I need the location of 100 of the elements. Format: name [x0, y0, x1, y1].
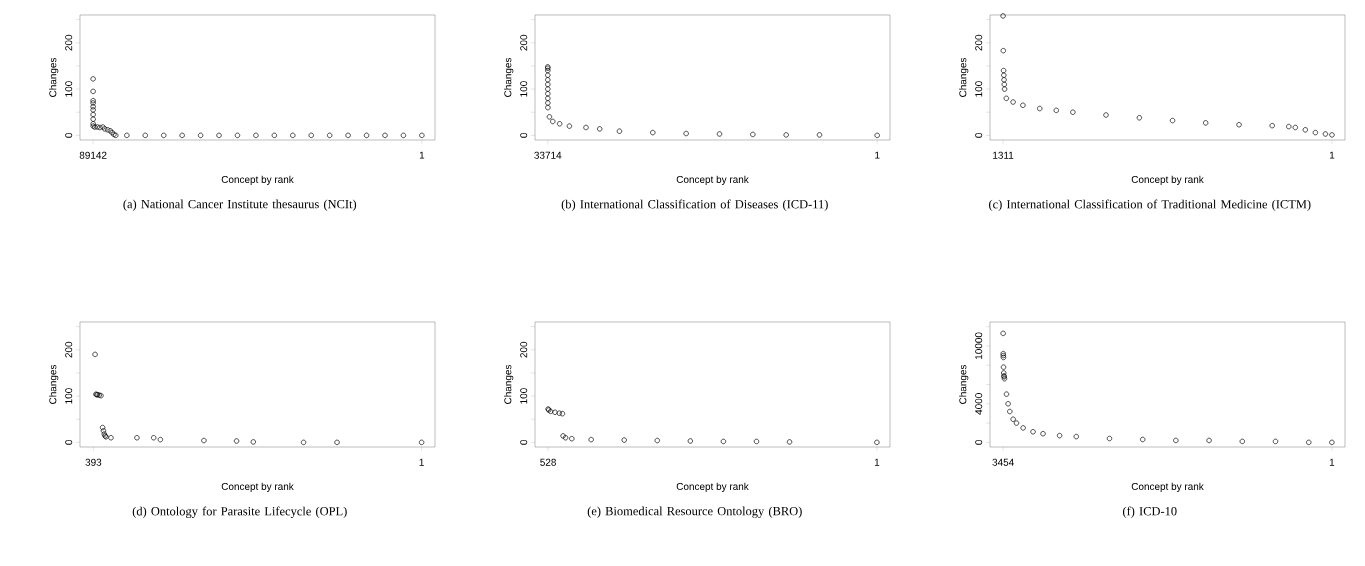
- point: [545, 95, 551, 101]
- point: [418, 439, 425, 446]
- point: [552, 409, 558, 415]
- x-tick-label: 1: [1329, 458, 1335, 466]
- y-tick-label: 200: [520, 341, 528, 358]
- point: [334, 439, 340, 446]
- x-axis-title: Concept by rank: [221, 482, 294, 492]
- point: [753, 438, 760, 445]
- point: [90, 76, 96, 82]
- y-axis-title: Changes: [504, 364, 514, 404]
- y-tick-label: 200: [65, 34, 73, 51]
- y-tick-label: 0: [975, 132, 983, 138]
- text: (f) ICD-10: [1122, 506, 1177, 518]
- y-tick-label: 10000: [975, 332, 983, 359]
- point: [1239, 438, 1245, 445]
- point: [1329, 439, 1335, 446]
- point: [1073, 433, 1079, 440]
- x-tick-label: 3454: [992, 458, 1014, 466]
- point: [559, 411, 566, 417]
- y-tick-label: 0: [65, 132, 73, 138]
- point: [327, 132, 333, 139]
- x-axis-title: Concept by rank: [1131, 482, 1204, 492]
- point: [1056, 432, 1063, 439]
- point: [382, 132, 388, 139]
- point: [786, 439, 793, 445]
- y-tick-label: 100: [65, 388, 73, 404]
- point: [90, 116, 96, 122]
- point: [1302, 127, 1308, 133]
- point: [1169, 117, 1176, 124]
- point: [90, 97, 96, 104]
- point: [197, 132, 204, 139]
- point: [816, 132, 823, 138]
- x-axis-title: Concept by rank: [221, 175, 294, 185]
- point: [1286, 123, 1292, 130]
- point: [124, 132, 130, 139]
- point: [550, 118, 556, 125]
- y-tick-label: 200: [65, 341, 73, 358]
- point: [345, 132, 351, 139]
- point: [1173, 437, 1179, 444]
- point: [1312, 129, 1319, 136]
- point: [545, 72, 551, 78]
- point: [1001, 376, 1008, 382]
- point: [616, 128, 623, 134]
- point: [716, 131, 723, 137]
- point: [1292, 124, 1298, 131]
- point: [560, 433, 566, 439]
- point: [545, 81, 551, 88]
- point: [90, 88, 96, 95]
- x-tick-label: 1: [1329, 151, 1335, 159]
- point: [545, 77, 551, 83]
- point: [161, 132, 167, 139]
- y-tick-label: 100: [975, 81, 983, 97]
- point: [545, 86, 551, 92]
- point: [1203, 120, 1209, 126]
- point: [101, 431, 107, 437]
- point: [108, 435, 114, 441]
- point: [1106, 435, 1113, 442]
- point: [90, 111, 96, 118]
- point: [253, 132, 259, 139]
- text: (d) Ontology for Parasite Lifecycle (OPL): [132, 506, 347, 518]
- point: [271, 132, 277, 139]
- point: [545, 100, 551, 106]
- point: [400, 132, 407, 139]
- point: [1013, 420, 1020, 426]
- point: [157, 436, 164, 443]
- point: [1001, 370, 1007, 376]
- point: [233, 438, 240, 444]
- y-axis-title: Changes: [959, 57, 969, 97]
- point: [1003, 391, 1010, 397]
- point: [1306, 439, 1312, 446]
- point: [90, 104, 96, 110]
- point: [783, 132, 789, 138]
- x-tick-label: 1: [419, 458, 424, 466]
- point: [142, 132, 148, 139]
- y-tick-label: 200: [520, 34, 528, 51]
- point: [545, 67, 551, 74]
- point: [1070, 109, 1076, 115]
- point: [1329, 132, 1335, 138]
- point: [562, 435, 569, 441]
- point: [583, 124, 589, 131]
- point: [566, 123, 573, 129]
- point: [545, 91, 551, 97]
- point: [1136, 115, 1143, 121]
- point: [1000, 13, 1006, 19]
- point: [1005, 401, 1011, 407]
- point: [1322, 131, 1329, 137]
- point: [1001, 77, 1007, 83]
- y-tick-label: 0: [520, 132, 528, 138]
- point: [1007, 408, 1013, 415]
- point: [720, 438, 727, 445]
- point: [1001, 72, 1007, 78]
- point: [134, 435, 140, 441]
- point: [363, 132, 370, 139]
- point: [1037, 105, 1043, 112]
- point: [650, 129, 656, 136]
- point: [216, 132, 222, 139]
- y-tick-label: 100: [520, 81, 528, 97]
- point: [588, 436, 594, 443]
- point: [750, 131, 756, 138]
- y-tick-label: 0: [520, 439, 528, 445]
